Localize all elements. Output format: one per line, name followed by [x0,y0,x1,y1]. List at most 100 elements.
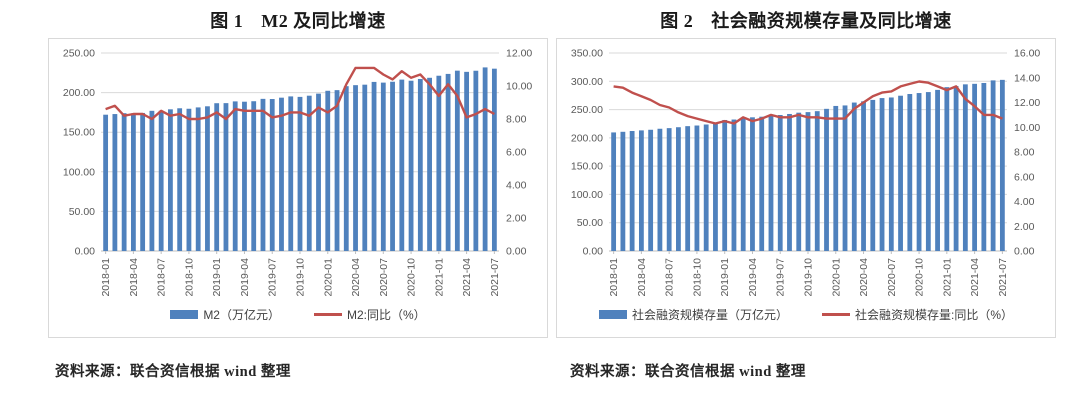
social-financing-yoy-legend-swatch [822,313,850,316]
x-axis-tick-labels: 2018-01 2018-04 2018-07 2018-10 2019-01 2019-… [608,251,1009,297]
source-note-left: 资料来源：联合资信根据 wind 整理 [55,364,291,380]
svg-text:2018-01: 2018-01 [100,258,112,297]
m2-chart-panel: 0.00 50.00 100.00 150.00 200.00 250.00 0.00 2.0… [48,38,548,338]
svg-text:2021-01: 2021-01 [941,258,953,297]
social-financing-yoy-legend-label: 社会融资规模存量:同比（%） [855,308,1014,322]
svg-text:8.00: 8.00 [506,114,527,126]
social-financing-bar-legend-swatch [598,310,627,319]
svg-text:0.00: 0.00 [506,246,527,258]
social-financing-yoy-legend-item: 社会融资规模存量:同比（%） [822,306,1013,323]
svg-text:350.00: 350.00 [571,48,603,60]
social-financing-bar-legend-label: 社会融资规模存量（万亿元） [631,308,788,322]
svg-text:2020-04: 2020-04 [350,258,362,297]
svg-text:2020-10: 2020-10 [914,258,926,297]
svg-text:2020-01: 2020-01 [830,258,842,297]
m2-chart-legend: M2（万亿元） M2:同比（%） [170,306,426,323]
svg-text:4.00: 4.00 [506,180,527,192]
svg-text:0.00: 0.00 [1014,246,1035,258]
right-axis-tick-labels: 0.00 2.00 4.00 6.00 8.00 10.00 12.00 14.00 16.00 [1014,48,1040,258]
m2-yoy-legend-label: M2:同比（%） [346,308,426,322]
svg-text:4.00: 4.00 [1014,196,1035,208]
left-axis-tick-labels: 0.00 50.00 100.00 150.00 200.00 250.00 300.00 3… [571,48,603,258]
svg-text:250.00: 250.00 [63,48,95,60]
svg-text:12.00: 12.00 [506,48,532,60]
svg-text:150.00: 150.00 [571,161,603,173]
social-financing-bar-legend-item: 社会融资规模存量（万亿元） [598,306,788,323]
svg-text:16.00: 16.00 [1014,48,1040,60]
figures-row: 图 1 M2 及同比增速 0.00 50.00 100.00 150.00 200.00 2… [48,6,1056,338]
svg-text:50.00: 50.00 [577,217,603,229]
svg-text:150.00: 150.00 [63,127,95,139]
svg-text:2019-01: 2019-01 [211,258,223,297]
svg-text:2019-10: 2019-10 [295,258,307,297]
source-note-right: 资料来源：联合资信根据 wind 整理 [570,364,806,380]
figure-1: 图 1 M2 及同比增速 0.00 50.00 100.00 150.00 200.00 2… [48,6,548,338]
svg-text:2019-01: 2019-01 [719,258,731,297]
svg-text:2021-07: 2021-07 [489,258,501,297]
m2-bar-legend-item: M2（万亿元） [170,306,280,323]
svg-text:6.00: 6.00 [1014,171,1035,183]
svg-text:2018-04: 2018-04 [128,258,140,297]
svg-text:2021-01: 2021-01 [433,258,445,297]
left-axis-tick-labels: 0.00 50.00 100.00 150.00 200.00 250.00 [63,48,95,258]
m2-bar-legend-swatch [170,310,199,319]
figure-2-label: 图 2 [660,11,694,31]
social-financing-chart-legend: 社会融资规模存量（万亿元） 社会融资规模存量:同比（%） [598,306,1013,323]
svg-text:2020-07: 2020-07 [886,258,898,297]
svg-text:2018-07: 2018-07 [156,258,168,297]
figure-1-label: 图 1 [210,11,244,31]
svg-text:2019-07: 2019-07 [775,258,787,297]
svg-text:2018-04: 2018-04 [636,258,648,297]
svg-text:0.00: 0.00 [583,246,604,258]
social-financing-chart-panel: 0.00 50.00 100.00 150.00 200.00 250.00 300.00 3… [556,38,1056,338]
figure-2-title-text: 社会融资规模存量及同比增速 [711,11,952,31]
svg-text:250.00: 250.00 [571,104,603,116]
svg-text:14.00: 14.00 [1014,72,1040,84]
bar-series [611,79,1005,252]
figure-1-title-text: M2 及同比增速 [261,11,386,31]
svg-text:2020-07: 2020-07 [378,258,390,297]
svg-text:50.00: 50.00 [69,206,95,218]
svg-text:100.00: 100.00 [63,166,95,178]
svg-text:2020-01: 2020-01 [322,258,334,297]
figure-1-title: 图 1 M2 及同比增速 [48,6,548,38]
svg-text:2020-04: 2020-04 [858,258,870,297]
svg-text:6.00: 6.00 [506,147,527,159]
svg-text:2021-04: 2021-04 [969,258,981,297]
svg-text:2018-01: 2018-01 [608,258,620,297]
svg-text:10.00: 10.00 [1014,122,1040,134]
social-financing-chart: 0.00 50.00 100.00 150.00 200.00 250.00 300.00 3… [571,48,1041,297]
svg-text:0.00: 0.00 [75,246,96,258]
svg-text:2.00: 2.00 [1014,221,1035,233]
figure-2: 图 2 社会融资规模存量及同比增速 0.00 50.00 100.00 150.00 20… [556,6,1056,338]
svg-text:300.00: 300.00 [571,76,603,88]
right-axis-tick-labels: 0.00 2.00 4.00 6.00 8.00 10.00 12.00 [506,48,532,258]
svg-text:2019-04: 2019-04 [239,258,251,297]
bar-series [103,67,497,252]
m2-bar-legend-label: M2（万亿元） [203,308,280,322]
svg-text:2018-10: 2018-10 [691,258,703,297]
svg-text:2018-07: 2018-07 [664,258,676,297]
m2-chart: 0.00 50.00 100.00 150.00 200.00 250.00 0.00 2.0… [63,48,533,297]
svg-text:2019-04: 2019-04 [747,258,759,297]
svg-text:2020-10: 2020-10 [406,258,418,297]
svg-text:12.00: 12.00 [1014,97,1040,109]
svg-text:2019-07: 2019-07 [267,258,279,297]
svg-text:200.00: 200.00 [571,132,603,144]
svg-text:2021-04: 2021-04 [461,258,473,297]
yoy-line [105,66,495,121]
svg-text:200.00: 200.00 [63,87,95,99]
svg-text:8.00: 8.00 [1014,147,1035,159]
svg-text:2018-10: 2018-10 [183,258,195,297]
svg-text:100.00: 100.00 [571,189,603,201]
m2-yoy-legend-item: M2:同比（%） [313,306,426,323]
svg-text:2019-10: 2019-10 [803,258,815,297]
svg-text:2021-07: 2021-07 [997,258,1009,297]
x-axis-tick-labels: 2018-01 2018-04 2018-07 2018-10 2019-01 2019-… [100,251,501,297]
m2-yoy-legend-swatch [313,313,342,316]
yoy-line [613,80,1003,125]
figure-2-title: 图 2 社会融资规模存量及同比增速 [556,6,1056,38]
svg-text:10.00: 10.00 [506,81,532,93]
svg-text:2.00: 2.00 [506,213,527,225]
